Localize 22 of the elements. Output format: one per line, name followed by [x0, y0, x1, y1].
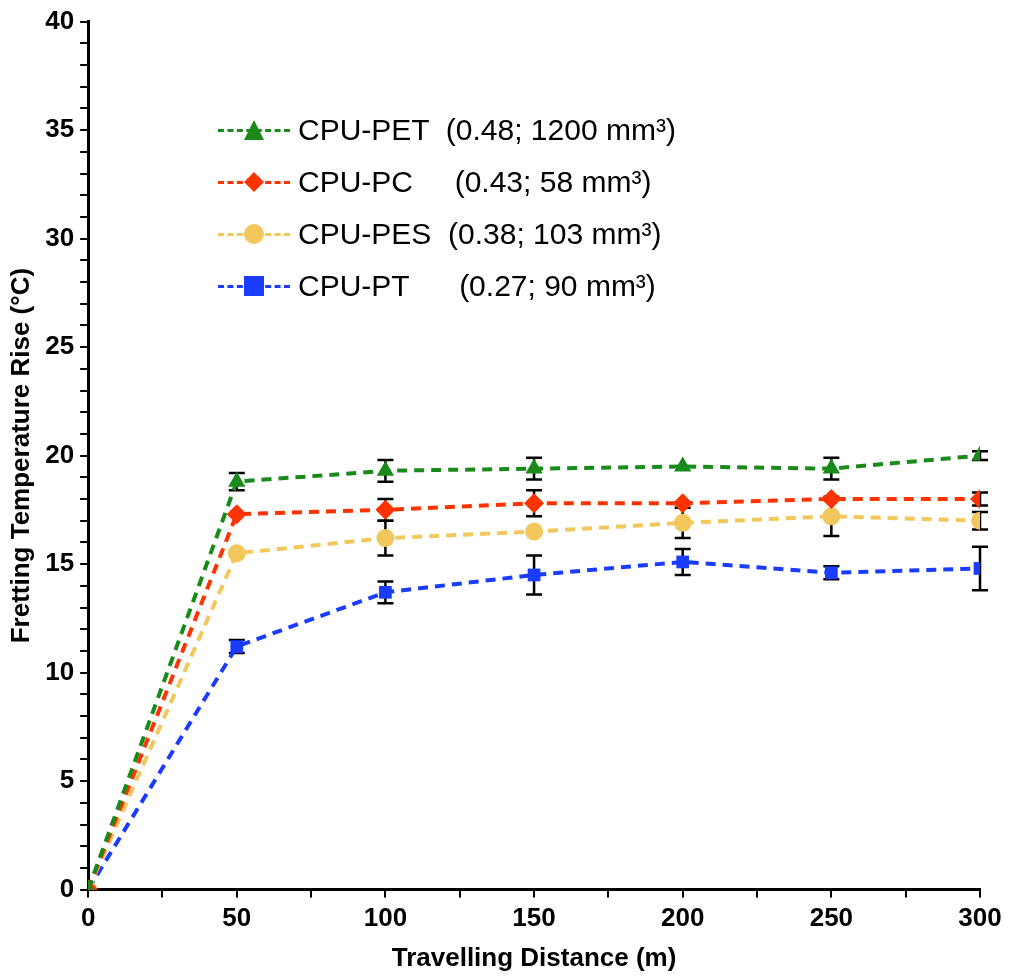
- y-tick-label: 40: [45, 4, 75, 35]
- y-tick-label: 25: [45, 330, 75, 361]
- y-tick-label: 10: [45, 655, 75, 686]
- legend-label: CPU-PET (0.48; 1200 mm³): [298, 112, 676, 148]
- x-tick-label: 50: [222, 902, 252, 933]
- y-tick-label: 35: [45, 113, 75, 144]
- y-tick-label: 0: [59, 872, 75, 903]
- x-tick-label: 250: [809, 902, 854, 933]
- y-tick-label: 20: [45, 438, 75, 469]
- x-tick-label: 300: [958, 902, 1002, 933]
- y-tick-label: 30: [45, 221, 75, 252]
- x-tick-label: 100: [363, 902, 408, 933]
- x-axis-title: Travelling Distance (m): [391, 941, 677, 972]
- y-tick-label: 5: [59, 764, 75, 795]
- y-axis-title: Fretting Temperature Rise (°C): [4, 267, 35, 644]
- y-tick-label: 15: [45, 547, 75, 578]
- legend-label: CPU-PES (0.38; 103 mm³): [298, 216, 662, 252]
- legend-label: CPU-PC (0.43; 58 mm³): [298, 164, 652, 200]
- legend-label: CPU-PT (0.27; 90 mm³): [298, 268, 656, 304]
- x-tick-label: 0: [80, 902, 96, 933]
- x-tick-label: 150: [512, 902, 556, 933]
- x-tick-label: 200: [661, 902, 705, 933]
